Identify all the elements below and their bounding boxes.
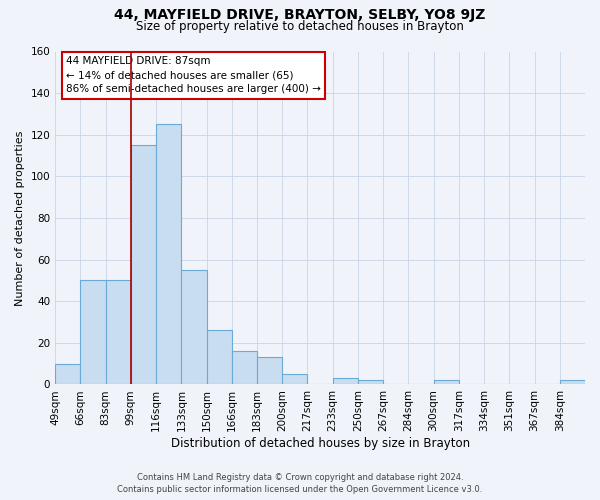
- Bar: [181, 270, 206, 384]
- X-axis label: Distribution of detached houses by size in Brayton: Distribution of detached houses by size …: [170, 437, 470, 450]
- Bar: [55, 364, 80, 384]
- Bar: [434, 380, 459, 384]
- Bar: [156, 124, 181, 384]
- Text: 44, MAYFIELD DRIVE, BRAYTON, SELBY, YO8 9JZ: 44, MAYFIELD DRIVE, BRAYTON, SELBY, YO8 …: [115, 8, 485, 22]
- Bar: [80, 280, 106, 384]
- Bar: [358, 380, 383, 384]
- Bar: [257, 358, 282, 384]
- Bar: [332, 378, 358, 384]
- Bar: [206, 330, 232, 384]
- Text: 44 MAYFIELD DRIVE: 87sqm
← 14% of detached houses are smaller (65)
86% of semi-d: 44 MAYFIELD DRIVE: 87sqm ← 14% of detach…: [66, 56, 320, 94]
- Bar: [106, 280, 131, 384]
- Bar: [560, 380, 585, 384]
- Text: Size of property relative to detached houses in Brayton: Size of property relative to detached ho…: [136, 20, 464, 33]
- Y-axis label: Number of detached properties: Number of detached properties: [15, 130, 25, 306]
- Bar: [282, 374, 307, 384]
- Bar: [131, 145, 156, 384]
- Bar: [232, 351, 257, 384]
- Text: Contains HM Land Registry data © Crown copyright and database right 2024.
Contai: Contains HM Land Registry data © Crown c…: [118, 472, 482, 494]
